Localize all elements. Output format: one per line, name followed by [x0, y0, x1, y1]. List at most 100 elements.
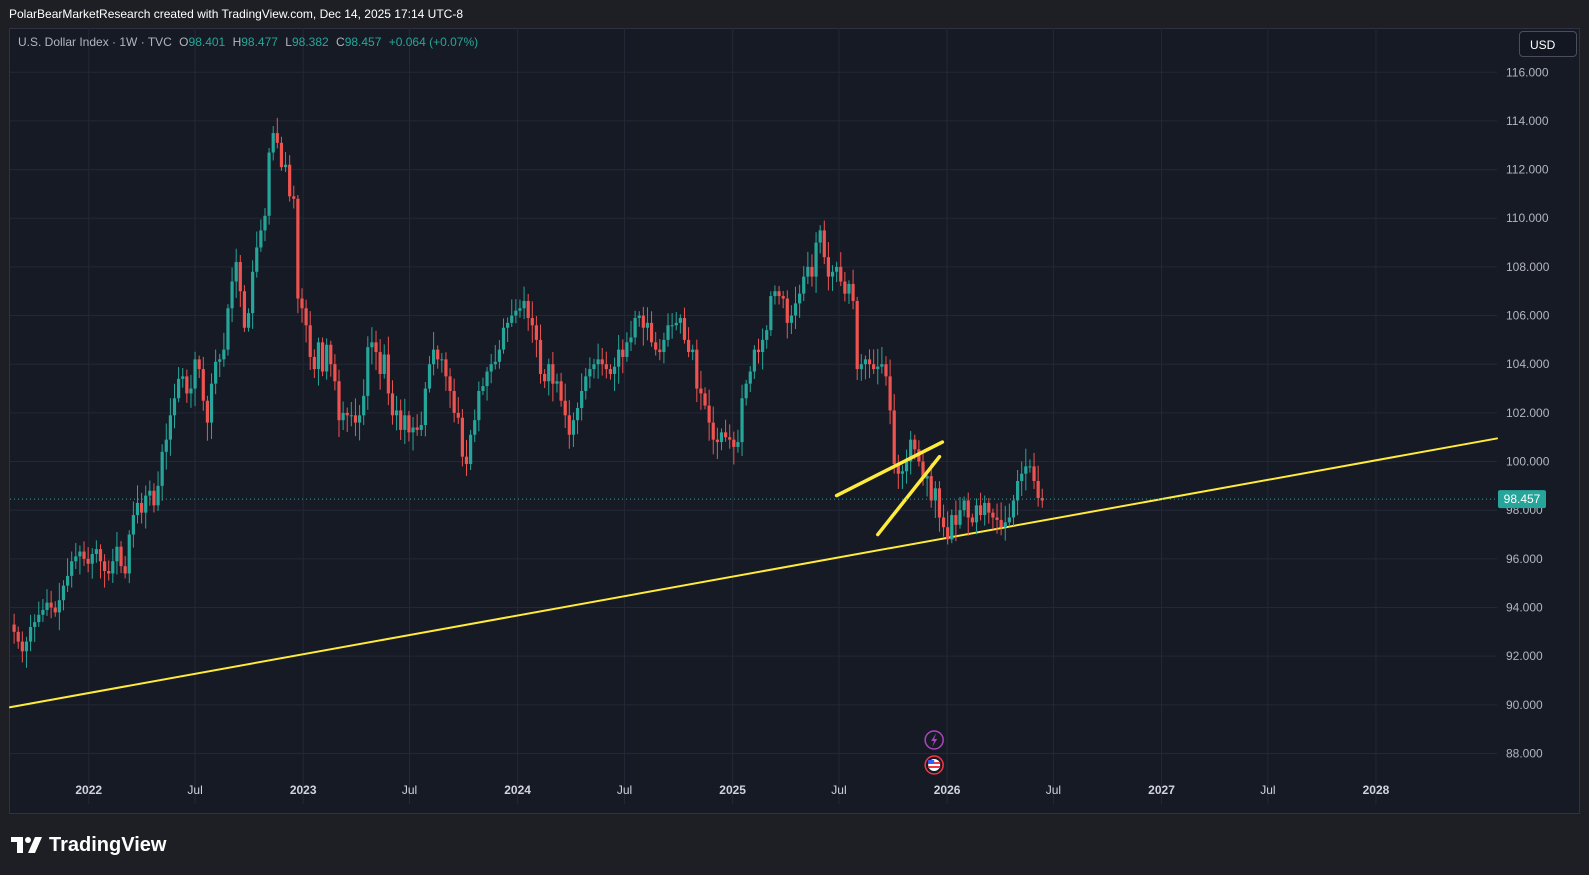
low-value: 98.382 — [291, 35, 329, 49]
candle-body — [493, 361, 497, 365]
candle-body — [312, 356, 316, 370]
candle-body — [633, 317, 637, 338]
candle-body — [674, 322, 678, 326]
candle-body — [715, 439, 719, 443]
candle-body — [987, 502, 991, 513]
y-tick-label: 104.000 — [1506, 357, 1550, 371]
candle-body — [843, 281, 847, 294]
high-label: H — [232, 35, 242, 49]
candle-body — [349, 415, 353, 417]
y-tick-label: 90.000 — [1506, 698, 1543, 712]
tradingview-brand[interactable]: TradingView — [11, 833, 166, 857]
chart-area[interactable] — [9, 28, 1580, 814]
candle-body — [329, 344, 333, 365]
symbol-legend[interactable]: U.S. Dollar Index · 1W · TVC O98.401 H98… — [18, 34, 478, 50]
us-flag-icon — [924, 755, 944, 775]
candle-body — [33, 622, 37, 627]
candle-layer — [12, 117, 1044, 668]
candle-body — [937, 488, 942, 518]
candle-body — [896, 463, 900, 474]
candle-body — [510, 315, 514, 323]
candle-body — [670, 325, 674, 327]
y-tick-label: 94.000 — [1506, 601, 1543, 615]
candle-body — [950, 515, 954, 540]
candle-body — [271, 133, 275, 153]
candle-body — [1003, 522, 1007, 528]
candle-body — [185, 376, 189, 394]
candle-body — [925, 476, 929, 479]
candle-body — [707, 405, 711, 423]
candle-body — [431, 349, 436, 365]
candle-body — [489, 364, 493, 372]
candle-body — [621, 349, 625, 357]
candle-body — [201, 369, 205, 401]
candle-body — [115, 546, 119, 562]
y-tick-label: 114.000 — [1506, 114, 1549, 128]
last-price-label: 98.457 — [1504, 492, 1541, 506]
candle-body — [682, 317, 687, 340]
candle-body — [958, 510, 962, 525]
candle-body — [304, 308, 308, 326]
candle-body — [74, 556, 78, 562]
y-tick-label: 92.000 — [1506, 649, 1543, 663]
candle-body — [732, 439, 736, 447]
candle-body — [699, 388, 703, 394]
candle-body — [575, 408, 580, 421]
y-tick-label: 102.000 — [1506, 406, 1550, 420]
x-tick-label: Jul — [187, 783, 202, 797]
candle-body — [892, 410, 896, 464]
candle-body — [604, 364, 608, 370]
wedge-lower-trendline — [876, 454, 942, 537]
y-tick-label: 110.000 — [1506, 211, 1549, 225]
candle-body — [806, 266, 810, 277]
candle-body — [1036, 481, 1040, 499]
open-value: 98.401 — [188, 35, 226, 49]
candle-body — [394, 410, 399, 416]
candle-body — [654, 342, 658, 350]
candle-body — [740, 398, 744, 443]
candle-body — [300, 298, 304, 309]
candle-body — [325, 344, 329, 372]
candle-body — [144, 495, 148, 513]
candle-body — [773, 291, 777, 297]
candle-body — [966, 500, 970, 518]
candle-body — [1020, 473, 1024, 482]
symbol-name[interactable]: U.S. Dollar Index · 1W · TVC — [18, 35, 172, 49]
candle-body — [296, 198, 300, 299]
x-tick-label: 2027 — [1148, 783, 1175, 797]
candle-body — [53, 607, 57, 613]
candle-body — [497, 349, 501, 362]
candle-body — [785, 298, 789, 323]
y-tick-label: 106.000 — [1506, 309, 1550, 323]
candle-body — [736, 442, 740, 447]
candle-body — [522, 300, 526, 309]
candle-body — [16, 631, 20, 642]
candle-body — [999, 519, 1003, 528]
currency-button[interactable]: USD — [1519, 31, 1577, 57]
candle-body — [98, 549, 103, 562]
candle-body — [477, 390, 481, 421]
candle-body — [181, 376, 185, 379]
x-tick-label: Jul — [617, 783, 632, 797]
candle-body — [189, 388, 193, 394]
candle-body — [140, 502, 144, 513]
candle-body — [686, 339, 691, 353]
candle-body — [263, 215, 267, 231]
candle-body — [1011, 500, 1016, 518]
candle-body — [209, 383, 214, 423]
candle-body — [205, 400, 210, 423]
candle-body — [744, 383, 748, 399]
candle-body — [559, 381, 563, 401]
candle-body — [341, 412, 345, 421]
marker-layer — [924, 730, 944, 775]
x-tick-label: 2026 — [934, 783, 961, 797]
candle-body — [625, 342, 629, 357]
candle-body — [320, 342, 325, 372]
candle-body — [242, 291, 247, 328]
candle-body — [20, 641, 24, 652]
candle-body — [629, 337, 633, 343]
candle-body — [337, 381, 341, 421]
chart-attribution: PolarBearMarketResearch created with Tra… — [9, 7, 464, 21]
candle-body — [756, 349, 761, 353]
